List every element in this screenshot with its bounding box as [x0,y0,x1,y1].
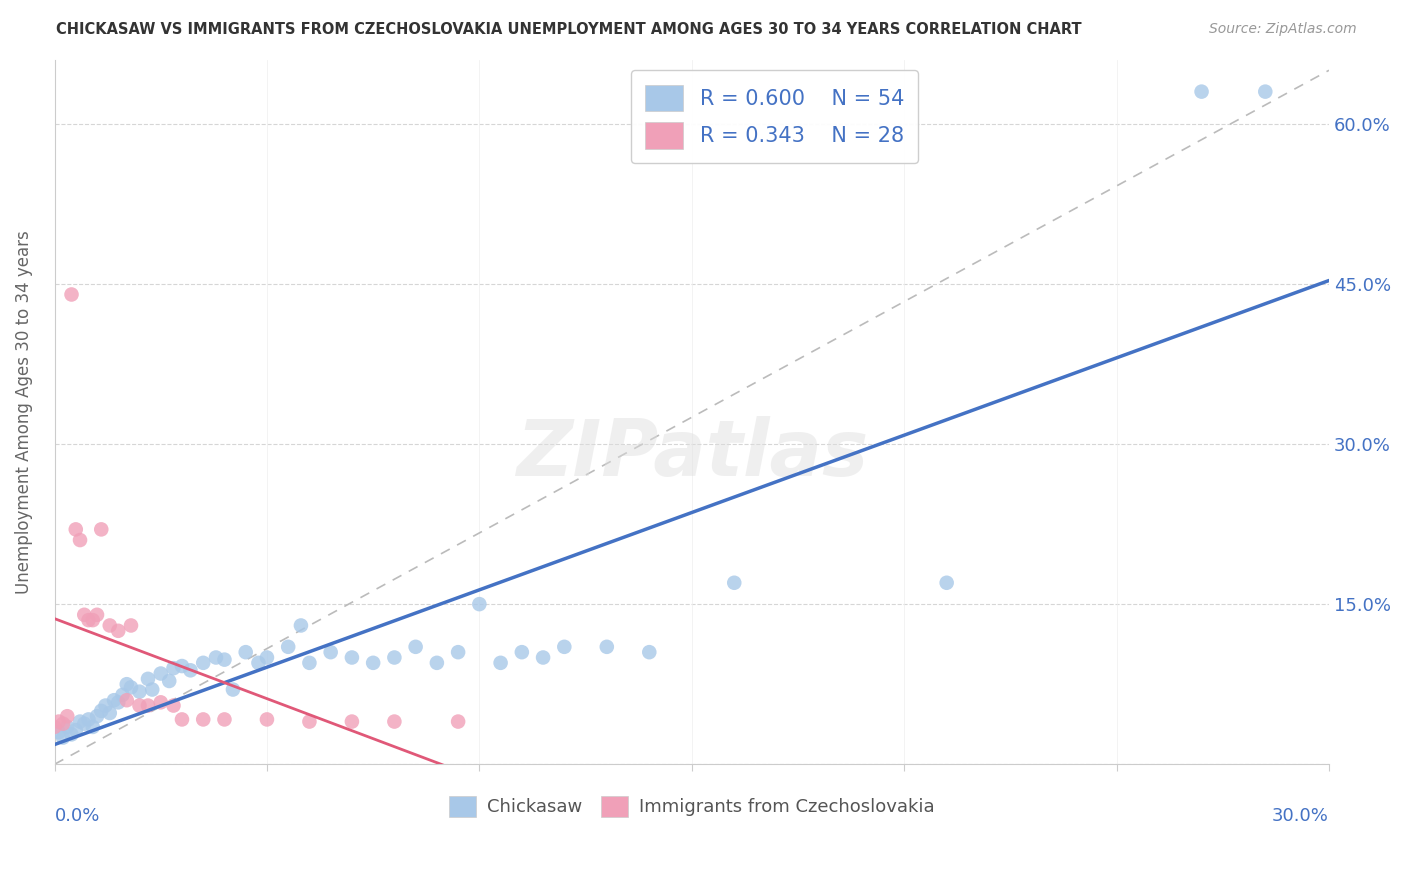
Point [222,682,245,697]
Point [69,533,91,547]
Text: 30.0%: 30.0% [1272,806,1329,824]
Text: 0.0%: 0.0% [55,806,100,824]
Point [157,673,180,688]
Point [340,650,363,665]
Point [340,714,363,729]
Point [489,656,512,670]
Point [298,656,321,670]
Point [426,656,449,670]
Point [56,709,79,723]
Point [82,613,104,627]
Point [596,640,619,654]
Point [115,693,138,707]
Legend: R = 0.600    N = 54, R = 0.343    N = 28: R = 0.600 N = 54, R = 0.343 N = 28 [631,70,918,163]
Point [120,681,142,695]
Point [48,725,70,739]
Point [120,618,142,632]
Point [384,714,406,729]
Point [384,650,406,665]
Point [107,624,129,638]
Point [136,672,159,686]
Point [52,731,75,745]
Point [73,716,96,731]
Point [44,720,66,734]
Point [531,650,554,665]
Point [510,645,533,659]
Point [94,698,117,713]
Point [193,713,215,727]
Point [447,714,470,729]
Point [128,698,150,713]
Text: CHICKASAW VS IMMIGRANTS FROM CZECHOSLOVAKIA UNEMPLOYMENT AMONG AGES 30 TO 34 YEA: CHICKASAW VS IMMIGRANTS FROM CZECHOSLOVA… [56,22,1081,37]
Point [205,650,228,665]
Point [103,693,125,707]
Point [319,645,342,659]
Point [179,663,201,677]
Text: Source: ZipAtlas.com: Source: ZipAtlas.com [1209,22,1357,37]
Point [128,684,150,698]
Point [277,640,299,654]
Point [214,653,236,667]
Point [90,704,112,718]
Point [247,656,270,670]
Point [60,727,83,741]
Point [111,688,134,702]
Point [162,661,184,675]
Point [1191,85,1213,99]
Point [136,698,159,713]
Point [115,677,138,691]
Point [162,698,184,713]
Point [77,713,100,727]
Point [361,656,384,670]
Point [149,666,172,681]
Point [52,716,75,731]
Point [82,720,104,734]
Point [48,714,70,729]
Point [638,645,661,659]
Point [65,522,87,536]
Point [86,709,108,723]
Point [935,575,957,590]
Text: ZIPatlas: ZIPatlas [516,417,868,492]
Point [468,597,491,611]
Point [298,714,321,729]
Point [73,607,96,622]
Point [1254,85,1277,99]
Point [69,714,91,729]
Point [107,695,129,709]
Point [65,723,87,738]
Point [723,575,745,590]
Point [98,706,121,720]
Point [447,645,470,659]
Point [86,607,108,622]
Point [405,640,427,654]
Point [90,522,112,536]
Point [60,287,83,301]
Point [256,650,278,665]
Point [149,695,172,709]
Point [170,659,193,673]
Point [290,618,312,632]
Point [98,618,121,632]
Point [235,645,257,659]
Point [77,613,100,627]
Point [193,656,215,670]
Point [170,713,193,727]
Point [256,713,278,727]
Point [141,682,163,697]
Point [553,640,575,654]
Point [214,713,236,727]
Y-axis label: Unemployment Among Ages 30 to 34 years: Unemployment Among Ages 30 to 34 years [15,230,32,594]
Point [56,720,79,734]
